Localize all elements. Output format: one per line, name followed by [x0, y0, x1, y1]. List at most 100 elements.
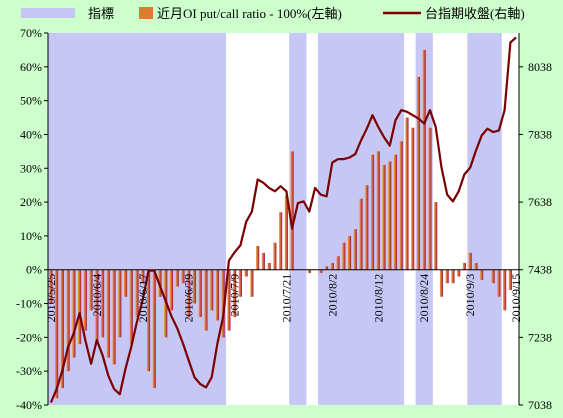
legend-band-label: 指標	[88, 6, 114, 21]
axes: -40% -30% -20% -10% 0% 10% 20% 30% 40% 50% 60% 70% 7…	[16, 26, 552, 412]
put-call-bar-54	[359, 198, 363, 270]
put-call-bar-45	[307, 269, 311, 274]
left-tick-label: 10%	[20, 229, 42, 243]
put-call-bar-37	[261, 252, 265, 270]
right-tick-label: 7638	[528, 195, 552, 209]
put-call-bar-36	[256, 246, 260, 270]
put-call-bar-74	[474, 262, 478, 270]
put-call-bar-79	[503, 269, 507, 311]
put-call-bar-61	[399, 141, 403, 270]
x-tick-label: 2010/6/29	[182, 274, 196, 323]
indicator-band-4	[467, 33, 502, 405]
left-tick-label: 0%	[26, 263, 42, 277]
put-call-bar-23	[181, 269, 185, 284]
put-call-bar-10	[106, 269, 110, 358]
put-call-bar-11	[112, 269, 116, 365]
put-call-bar-28	[210, 269, 214, 311]
put-call-bar-14	[129, 269, 133, 345]
put-call-bar-42	[290, 151, 294, 270]
right-tick-label: 7038	[528, 398, 552, 412]
legend-bar-swatch	[139, 7, 153, 19]
x-tick-label: 2010/6/17	[136, 274, 150, 323]
put-call-bar-71	[457, 269, 461, 277]
put-call-bar-62	[405, 117, 409, 270]
put-call-bar-49	[330, 262, 334, 270]
left-tick-label: 70%	[20, 26, 42, 40]
put-call-bar-34	[244, 269, 248, 277]
put-call-bar-72	[462, 262, 467, 270]
put-call-bar-3	[66, 269, 70, 372]
right-tick-label: 8038	[528, 60, 552, 74]
put-call-bar-27	[204, 269, 208, 331]
left-tick-label: 50%	[20, 94, 42, 108]
right-tick-label: 7838	[528, 127, 552, 141]
put-call-bar-8	[95, 269, 99, 345]
left-tick-label: 20%	[20, 195, 42, 209]
x-tick-label: 2010/5/25	[44, 274, 58, 323]
put-call-bar-78	[497, 269, 501, 297]
put-call-bar-70	[451, 269, 455, 284]
x-tick-label: 2010/9/3	[463, 274, 477, 317]
put-call-bar-7	[89, 269, 93, 311]
right-tick-label: 7438	[528, 263, 552, 277]
put-call-bar-51	[342, 242, 346, 270]
put-call-bar-40	[279, 212, 283, 270]
left-tick-label: -20%	[16, 330, 42, 344]
put-call-bar-22	[175, 269, 179, 287]
legend-line-label: 台指期收盤(右軸)	[425, 6, 525, 21]
put-call-bar-67	[434, 202, 438, 270]
x-tick-label: 2010/8/24	[417, 274, 431, 323]
put-call-bar-16	[141, 269, 145, 284]
indicator-band-1	[289, 33, 307, 405]
put-call-bar-59	[388, 161, 392, 270]
left-tick-label: 60%	[20, 60, 42, 74]
legend: 指標 近月OI put/call ratio - 100%(左軸) 台指期收盤(…	[21, 6, 525, 21]
put-call-bar-21	[169, 269, 174, 311]
put-call-bar-69	[445, 269, 449, 284]
put-call-bar-31	[227, 269, 231, 331]
put-call-bar-65	[422, 49, 426, 270]
put-call-bar-77	[491, 269, 495, 284]
put-call-bar-6	[83, 269, 87, 331]
put-call-bar-63	[411, 127, 415, 270]
put-call-bar-56	[370, 154, 375, 270]
put-call-bar-55	[365, 185, 369, 270]
put-call-bar-52	[347, 235, 352, 270]
put-call-bar-1	[55, 269, 59, 399]
put-call-bar-35	[250, 269, 254, 297]
put-call-bar-75	[480, 269, 484, 280]
put-call-bar-17	[146, 269, 151, 372]
put-call-bar-18	[152, 269, 156, 389]
put-call-bar-12	[118, 269, 122, 338]
put-call-bar-39	[273, 242, 277, 270]
x-tick-label: 2010/8/2	[325, 274, 339, 317]
put-call-bar-58	[382, 164, 386, 270]
put-call-bar-33	[238, 269, 243, 297]
put-call-bar-64	[416, 76, 421, 270]
put-call-bar-38	[267, 262, 271, 270]
put-call-bar-32	[233, 269, 237, 318]
left-tick-label: 40%	[20, 127, 42, 141]
put-call-bar-73	[468, 252, 472, 270]
plot-area	[48, 33, 519, 405]
right-tick-label: 7238	[528, 330, 552, 344]
left-tick-label: -40%	[16, 398, 42, 412]
put-call-bar-30	[221, 269, 225, 338]
taiex-futures-close-line	[49, 36, 517, 404]
put-call-bar-29	[215, 269, 220, 321]
put-call-bar-66	[428, 127, 432, 270]
put-call-bar-60	[393, 154, 398, 270]
x-tick-label: 2010/7/21	[279, 274, 293, 323]
left-tick-label: -10%	[16, 297, 42, 311]
legend-bar-label: 近月OI put/call ratio - 100%(左軸)	[157, 6, 342, 21]
indicator-band-0	[48, 33, 227, 405]
put-call-bar-5	[78, 269, 82, 345]
x-tick-label: 2010/9/15	[509, 274, 523, 323]
put-call-bar-50	[336, 256, 340, 270]
left-tick-label: 30%	[20, 161, 42, 175]
put-call-bar-2	[60, 269, 64, 389]
x-tick-label: 2010/7/9	[228, 274, 242, 317]
put-call-bar-53	[353, 229, 357, 270]
put-call-bar-24	[187, 269, 191, 318]
